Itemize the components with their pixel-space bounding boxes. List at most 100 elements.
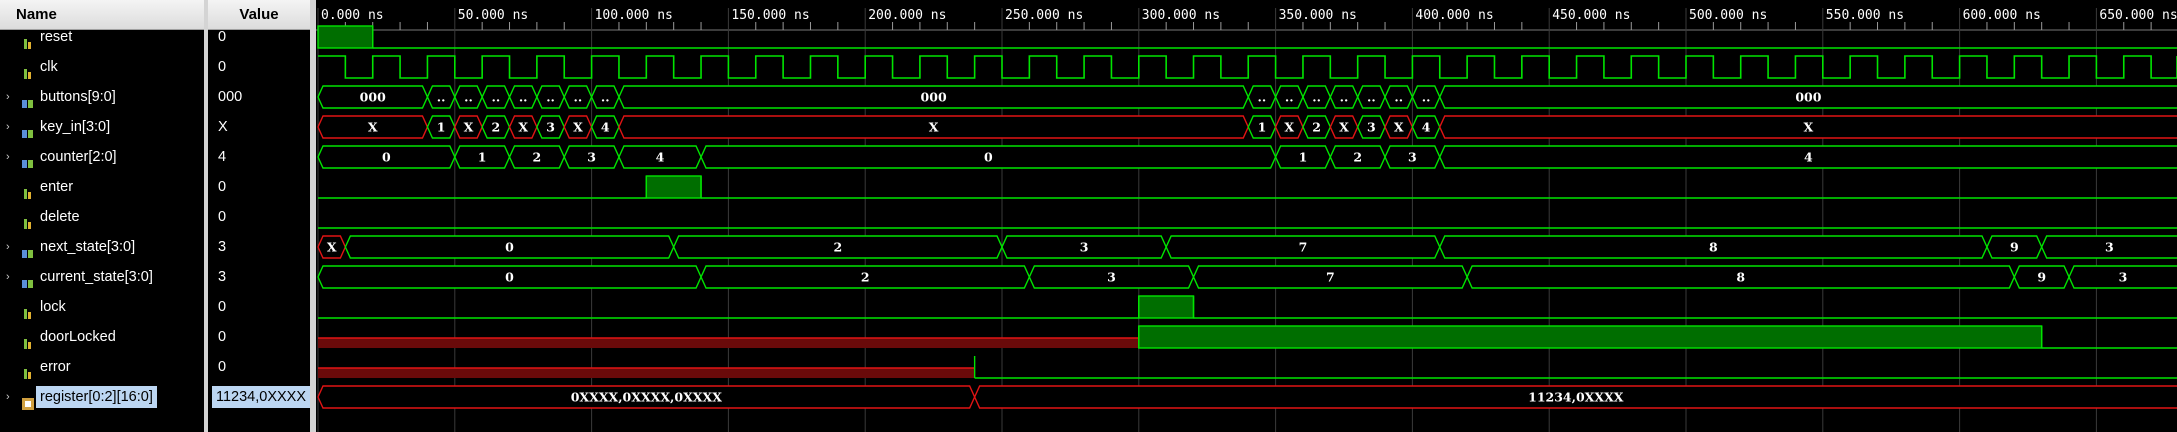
signal-value: X xyxy=(218,119,228,135)
expand-chevron-icon[interactable]: › xyxy=(6,121,10,133)
expand-chevron-icon[interactable]: › xyxy=(6,151,10,163)
bus-value-label: X xyxy=(1394,120,1404,135)
waveform-reset[interactable] xyxy=(317,25,2177,49)
signal-row-lock[interactable]: lock xyxy=(0,292,204,322)
waveform-current-state-3-0[interactable]: 0 2 3 7 8 9 3 xyxy=(317,265,2177,289)
signal-value-cell[interactable]: 0 xyxy=(208,202,310,232)
bit-signal-icon xyxy=(22,331,34,349)
expand-chevron-icon[interactable]: › xyxy=(6,271,10,283)
bus-value-label: 2 xyxy=(491,120,500,135)
bus-value-label: 1 xyxy=(1258,120,1267,135)
bus-value-label: X xyxy=(1284,120,1294,135)
time-tick-label: 300.000 ns xyxy=(1142,8,1220,23)
bus-value-label: 7 xyxy=(1299,240,1308,255)
bus-value-label: X xyxy=(573,120,583,135)
expand-chevron-icon[interactable]: › xyxy=(6,91,10,103)
pane-splitter[interactable] xyxy=(310,0,316,432)
bus-segment xyxy=(2040,235,2177,259)
signal-row-delete[interactable]: delete xyxy=(0,202,204,232)
signal-name: buttons[9:0] xyxy=(40,89,116,105)
signal-value-cell[interactable]: 0 xyxy=(208,52,310,82)
signal-value-cell[interactable]: X xyxy=(208,112,310,142)
expand-chevron-icon[interactable]: › xyxy=(6,391,10,403)
signal-value-cell[interactable]: 0 xyxy=(208,352,310,382)
time-tick-label: 400.000 ns xyxy=(1415,8,1493,23)
time-tick-label: 100.000 ns xyxy=(595,8,673,23)
waveform-key-in-3-0[interactable]: X 1 X 2 X 3 X 4 X 1 X 2 X 3 X 4 X xyxy=(317,115,2177,139)
signal-value-cell[interactable]: 0 xyxy=(208,172,310,202)
signal-name: next_state[3:0] xyxy=(40,239,136,255)
signal-row-error[interactable]: error xyxy=(0,352,204,382)
bus-value-label: 11234,0XXXX xyxy=(1528,390,1624,405)
bus-signal-icon xyxy=(22,151,34,168)
time-tick-label: 50.000 ns xyxy=(458,8,528,23)
signal-row-register-0-2-16-0[interactable]: › register[0:2][16:0] xyxy=(0,382,204,412)
signal-row-next-state-3-0[interactable]: › next_state[3:0] xyxy=(0,232,204,262)
signal-name-column: Name reset clk › buttons[9:0] › key_in[3:0] › c… xyxy=(0,0,204,432)
name-column-header[interactable]: Name xyxy=(0,0,204,30)
signal-row-current-state-3-0[interactable]: › current_state[3:0] xyxy=(0,262,204,292)
waveform-register-0-2-16-0[interactable]: 0XXXX,0XXXX,0XXXX 11234,0XXXX xyxy=(317,385,2177,409)
expand-chevron-icon[interactable]: › xyxy=(6,241,10,253)
unknown-level xyxy=(318,368,975,378)
signal-row-counter-2-0[interactable]: › counter[2:0] xyxy=(0,142,204,172)
bus-value-label: .. xyxy=(1422,90,1431,105)
bus-value-label: X xyxy=(368,120,378,135)
bus-value-label: 0 xyxy=(505,240,514,255)
signal-row-buttons-9-0[interactable]: › buttons[9:0] xyxy=(0,82,204,112)
signal-name: enter xyxy=(40,179,74,195)
bus-value-label: 2 xyxy=(1353,150,1362,165)
bus-value-label: 8 xyxy=(1709,240,1718,255)
bus-value-label: 9 xyxy=(2037,270,2046,285)
signal-value-column: Value 0 0 000 X 4 0 0 3 3 0 0 0 11234,0XXXX xyxy=(208,0,311,432)
signal-value-cell[interactable]: 0 xyxy=(208,22,310,52)
signal-name: key_in[3:0] xyxy=(40,119,111,135)
bus-signal-icon xyxy=(22,241,34,258)
time-tick-label: 0.000 ns xyxy=(321,8,384,23)
signal-name: lock xyxy=(40,299,66,315)
waveform-doorlocked[interactable] xyxy=(318,325,2177,349)
time-tick-label: 600.000 ns xyxy=(1963,8,2041,23)
signal-name: doorLocked xyxy=(40,329,116,345)
waveform-error[interactable] xyxy=(318,356,2177,379)
signal-value-cell[interactable]: 11234,0XXXX xyxy=(208,382,311,412)
signal-value-cell[interactable]: 3 xyxy=(208,262,310,292)
waveform-canvas[interactable]: 0.000 ns 50.000 ns 100.000 ns 150.000 ns 200… xyxy=(316,0,2177,432)
signal-value-cell[interactable]: 3 xyxy=(208,232,310,262)
waveform-clk[interactable] xyxy=(318,55,2177,79)
signal-value: 0 xyxy=(218,299,227,315)
bus-value-label: 1 xyxy=(478,150,487,165)
clock-trace xyxy=(318,55,2177,79)
signal-value: 0 xyxy=(218,179,227,195)
high-level xyxy=(645,175,702,199)
signal-value-cell[interactable]: 0 xyxy=(208,292,310,322)
waveform-counter-2-0[interactable]: 0 1 2 3 4 0 1 2 3 4 xyxy=(317,145,2177,169)
signal-value: 4 xyxy=(218,149,227,165)
time-tick-label: 650.000 ns xyxy=(2099,8,2177,23)
high-level xyxy=(317,25,374,49)
signal-row-enter[interactable]: enter xyxy=(0,172,204,202)
column-splitter[interactable] xyxy=(204,0,208,432)
signal-name: current_state[3:0] xyxy=(40,269,153,285)
signal-value-cell[interactable]: 4 xyxy=(208,142,310,172)
waveform-next-state-3-0[interactable]: X 0 2 3 7 8 9 3 xyxy=(317,235,2177,259)
bus-segment xyxy=(973,385,2177,409)
bus-signal-icon xyxy=(22,91,34,108)
waveform-enter[interactable] xyxy=(318,175,2177,199)
time-tick-label: 450.000 ns xyxy=(1552,8,1630,23)
waveform-lock[interactable] xyxy=(318,295,2177,319)
waveform-buttons-9-0[interactable]: 000.............. 000.............. 000 xyxy=(317,85,2177,109)
signal-row-reset[interactable]: reset xyxy=(0,22,204,52)
signal-value-cell[interactable]: 000 xyxy=(208,82,310,112)
signal-row-clk[interactable]: clk xyxy=(0,52,204,82)
signal-row-doorlocked[interactable]: doorLocked xyxy=(0,322,204,352)
bus-value-label: 4 xyxy=(1804,150,1813,165)
bit-signal-icon xyxy=(22,181,34,199)
bus-value-label: .. xyxy=(546,90,555,105)
signal-name: error xyxy=(40,359,71,375)
signal-row-key-in-3-0[interactable]: › key_in[3:0] xyxy=(0,112,204,142)
bus-value-label: .. xyxy=(1312,90,1321,105)
signal-value-cell[interactable]: 0 xyxy=(208,322,310,352)
value-column-header[interactable]: Value xyxy=(208,0,310,30)
